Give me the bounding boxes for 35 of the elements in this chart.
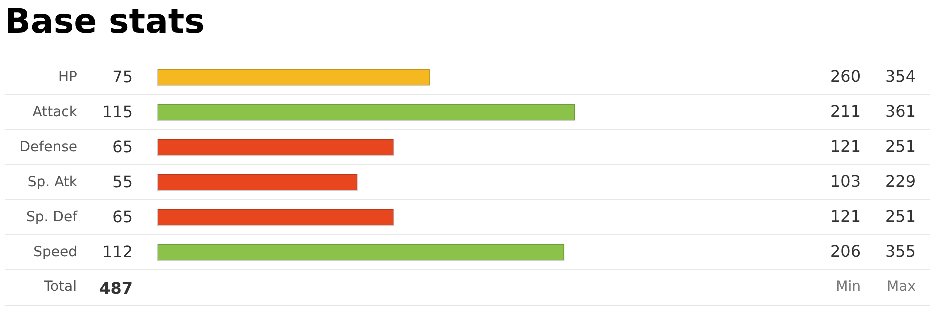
data-label: 115: [102, 102, 133, 122]
text: Max: [887, 279, 916, 295]
text: 121: [830, 137, 861, 156]
y-tick-label: HP: [58, 70, 78, 86]
bar: [158, 104, 576, 121]
y-tick-label: Sp. Atk: [28, 174, 78, 190]
bar: [158, 69, 430, 86]
data-label: 65: [112, 138, 133, 156]
data-label: 55: [112, 172, 133, 192]
text: 355: [885, 242, 916, 261]
text: 251: [885, 137, 916, 156]
bar: [158, 209, 394, 226]
text: 229: [885, 172, 916, 191]
text: 251: [885, 207, 916, 226]
y-tick-label: Sp. Def: [26, 210, 79, 226]
bar: [158, 139, 394, 156]
data-label: 112: [102, 242, 133, 262]
data-label: 65: [112, 208, 133, 226]
y-tick-label: Speed: [34, 244, 78, 260]
bar: [158, 244, 565, 261]
text: Total: [44, 279, 77, 295]
y-tick-label: Defense: [20, 140, 78, 156]
data-label: 75: [112, 68, 133, 86]
text: 361: [885, 102, 916, 121]
text: 121: [830, 207, 861, 226]
text: 103: [830, 172, 861, 191]
text: Min: [836, 279, 861, 295]
y-tick-label: Attack: [32, 104, 78, 120]
chart-title: Base stats: [5, 1, 205, 44]
text: 260: [830, 67, 861, 86]
text: 487: [100, 279, 133, 298]
text: 354: [885, 67, 916, 86]
bar: [158, 174, 358, 191]
text: 211: [830, 102, 861, 121]
text: 206: [830, 242, 861, 261]
